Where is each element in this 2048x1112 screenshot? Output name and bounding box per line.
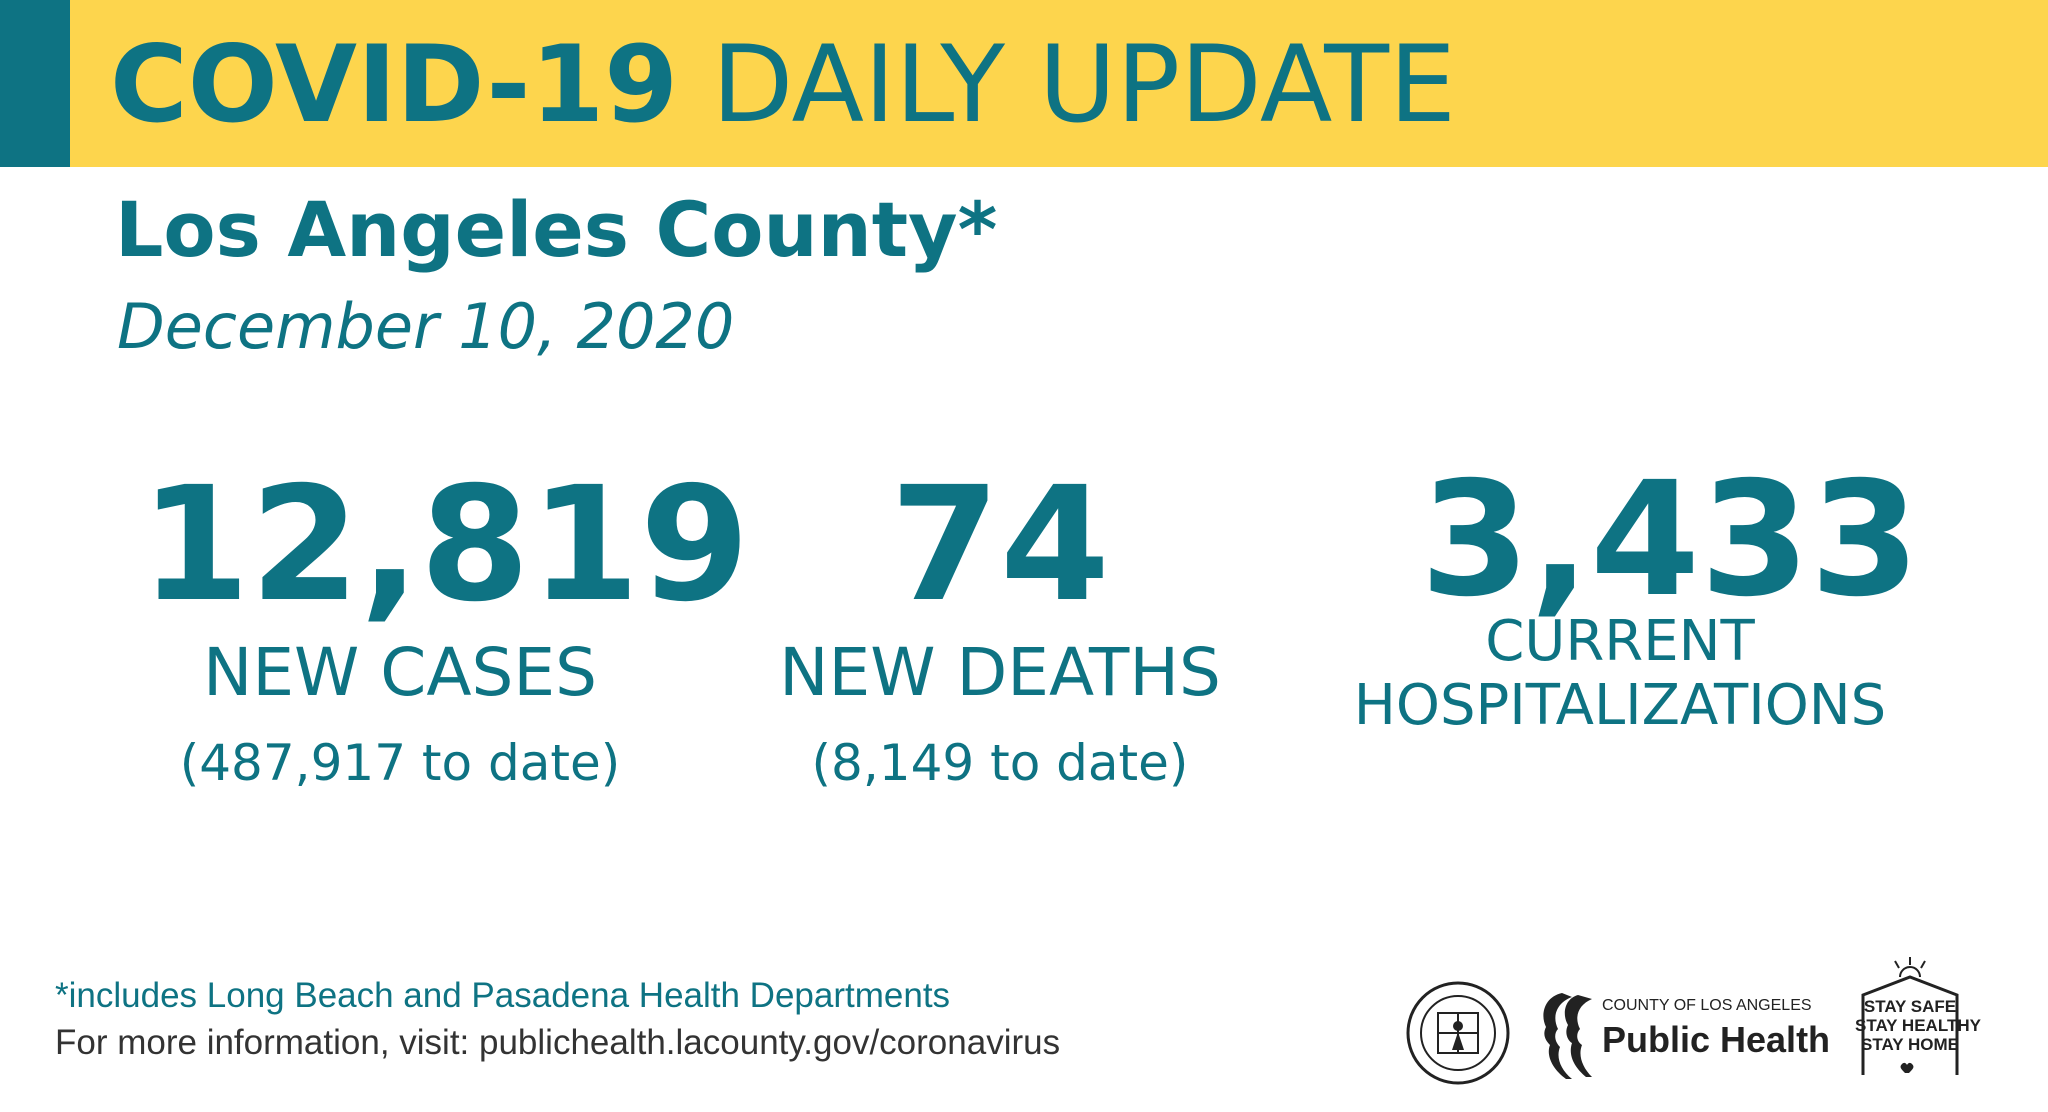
header-accent-bar [0, 0, 70, 167]
public-health-logo: COUNTY OF LOS ANGELES Public Health [1532, 985, 1832, 1085]
title-daily-update: DAILY UPDATE [711, 23, 1456, 146]
profiles-icon [1543, 993, 1592, 1079]
new-deaths-value: 74 [890, 453, 1110, 637]
location-title: Los Angeles County* [115, 185, 998, 274]
house-sun-icon [1861, 957, 1959, 1075]
hospitalizations-value: 3,433 [1420, 448, 1920, 632]
page-title: COVID-19 DAILY UPDATE [110, 26, 1456, 144]
header-banner [0, 0, 2048, 167]
public-health-title: Public Health [1602, 1019, 1831, 1060]
stay-healthy-line: STAY HEALTHY [1855, 1016, 1981, 1035]
report-date: December 10, 2020 [117, 290, 735, 363]
deaths-to-date: (8,149 to date) [811, 734, 1189, 792]
stay-safe-line: STAY SAFE [1863, 997, 1957, 1016]
more-info-text: For more information, visit: publichealt… [55, 1023, 1061, 1062]
public-health-county-text: COUNTY OF LOS ANGELES [1602, 997, 1812, 1014]
hospitalizations-label-line2: HOSPITALIZATIONS [1353, 673, 1887, 738]
county-seal-logo [1406, 981, 1510, 1085]
cases-to-date: (487,917 to date) [179, 734, 621, 792]
new-cases-value: 12,819 [140, 453, 750, 637]
stay-home-line: STAY HOME [1861, 1035, 1959, 1054]
stay-safe-logo: STAY SAFE STAY HEALTHY STAY HOME [1855, 955, 1981, 1085]
hospitalizations-label-line1: CURRENT [1485, 609, 1755, 674]
footnote: *includes Long Beach and Pasadena Health… [55, 976, 951, 1015]
title-covid: COVID-19 [110, 23, 678, 146]
new-cases-label: NEW CASES [202, 634, 598, 711]
new-deaths-label: NEW DEATHS [779, 634, 1221, 711]
